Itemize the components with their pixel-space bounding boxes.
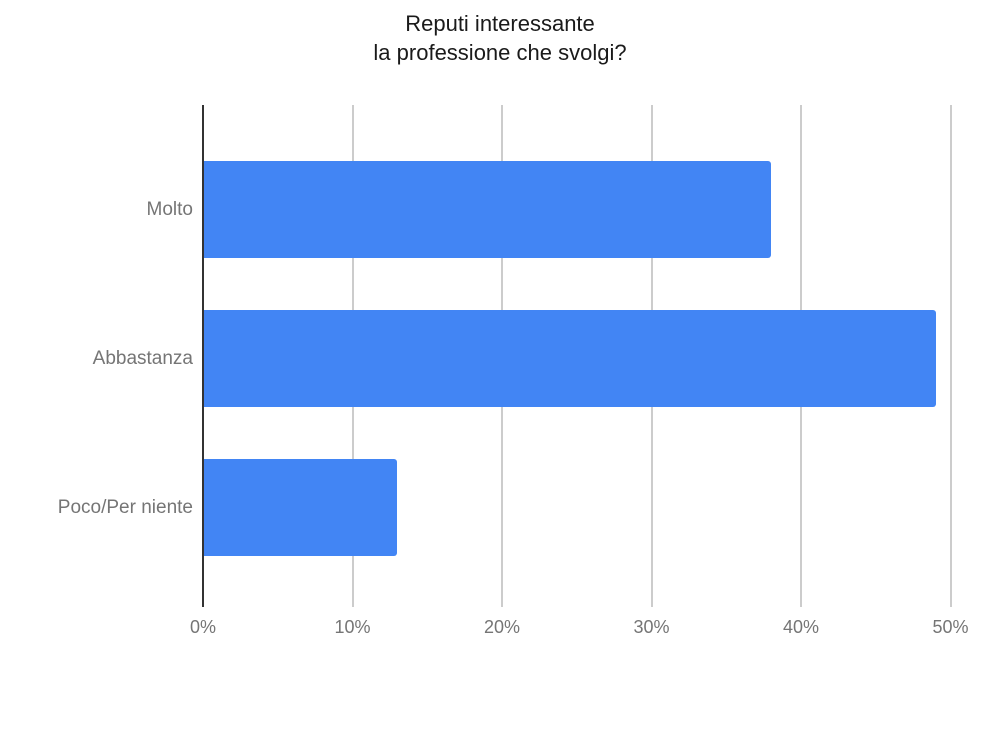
tick-mark-10: [351, 600, 354, 607]
gridline-50: [949, 105, 952, 600]
x-axis-tick-label-50: 50%: [932, 617, 969, 637]
x-axis-tick-label-40: 40%: [782, 617, 820, 637]
category-label-molto: Molto: [146, 198, 193, 220]
tick-mark-20: [501, 600, 503, 607]
tick-mark-40: [800, 600, 802, 607]
bar-molto: [203, 161, 772, 258]
chart-title-line-1: Reputi interessante: [405, 11, 595, 36]
bar-row-molto: Molto: [0, 135, 1000, 284]
x-axis-tick-label-10: 10%: [334, 617, 371, 637]
bar-abbastanza: [203, 310, 936, 407]
tick-mark-30: [650, 600, 653, 607]
x-axis-tick-label-20: 20%: [483, 617, 521, 637]
y-axis-line: [202, 105, 204, 607]
x-axis-tick-label-30: 30%: [633, 617, 670, 637]
x-axis-tick-label-0: 0%: [189, 617, 217, 637]
chart-title-line-2: la professione che svolgi?: [373, 40, 627, 65]
bar-row-poco-per-niente: Poco/Per niente: [0, 433, 1000, 582]
category-label-poco-per-niente: Poco/Per niente: [57, 496, 193, 518]
category-label-abbastanza: Abbastanza: [92, 347, 193, 369]
bar-row-abbastanza: Abbastanza: [0, 284, 1000, 433]
tick-mark-50: [949, 600, 952, 607]
bar-poco-per-niente: [203, 459, 398, 556]
chart-title: Reputi interessante la professione che s…: [0, 9, 1000, 67]
